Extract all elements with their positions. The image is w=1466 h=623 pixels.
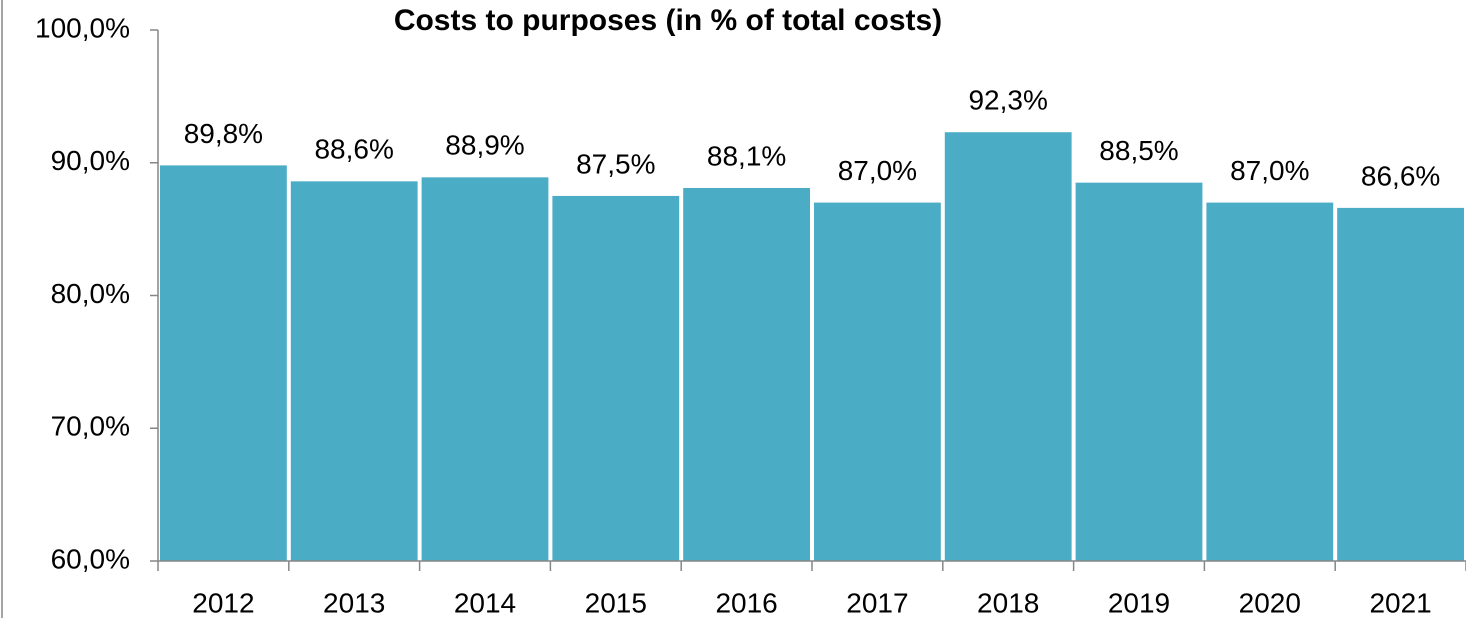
bar: [421, 177, 549, 562]
data-label: 89,8%: [184, 118, 263, 149]
data-label: 88,9%: [445, 130, 524, 161]
x-tick-label: 2017: [846, 587, 908, 618]
chart-title: Costs to purposes (in % of total costs): [394, 4, 942, 37]
data-label: 88,5%: [1099, 135, 1178, 166]
data-label: 87,0%: [838, 155, 917, 186]
x-tick-label: 2018: [977, 587, 1039, 618]
bar: [1206, 202, 1334, 561]
x-tick-label: 2021: [1369, 587, 1431, 618]
bar: [944, 132, 1072, 561]
bar: [160, 165, 287, 561]
x-tick-label: 2012: [192, 587, 254, 618]
data-label: 87,0%: [1230, 155, 1309, 186]
data-label: 86,6%: [1361, 160, 1440, 191]
data-label: 88,6%: [314, 134, 393, 165]
x-tick-label: 2014: [454, 587, 516, 618]
bar: [1337, 207, 1464, 561]
y-tick-label: 90,0%: [51, 145, 130, 176]
bar: [290, 181, 418, 561]
data-label: 92,3%: [968, 85, 1047, 116]
y-tick-label: 60,0%: [51, 543, 130, 574]
bar: [683, 187, 810, 561]
x-tick-label: 2020: [1239, 587, 1301, 618]
data-label: 88,1%: [707, 140, 786, 171]
x-tick-label: 2013: [323, 587, 385, 618]
x-tick-label: 2016: [715, 587, 777, 618]
y-tick-label: 100,0%: [35, 12, 130, 43]
bar: [552, 195, 680, 561]
bar: [1075, 182, 1203, 561]
data-label: 87,5%: [576, 148, 655, 179]
y-tick-label: 70,0%: [51, 411, 130, 442]
y-tick-label: 80,0%: [51, 278, 130, 309]
x-tick-label: 2019: [1108, 587, 1170, 618]
bar: [814, 202, 941, 561]
x-tick-label: 2015: [585, 587, 647, 618]
